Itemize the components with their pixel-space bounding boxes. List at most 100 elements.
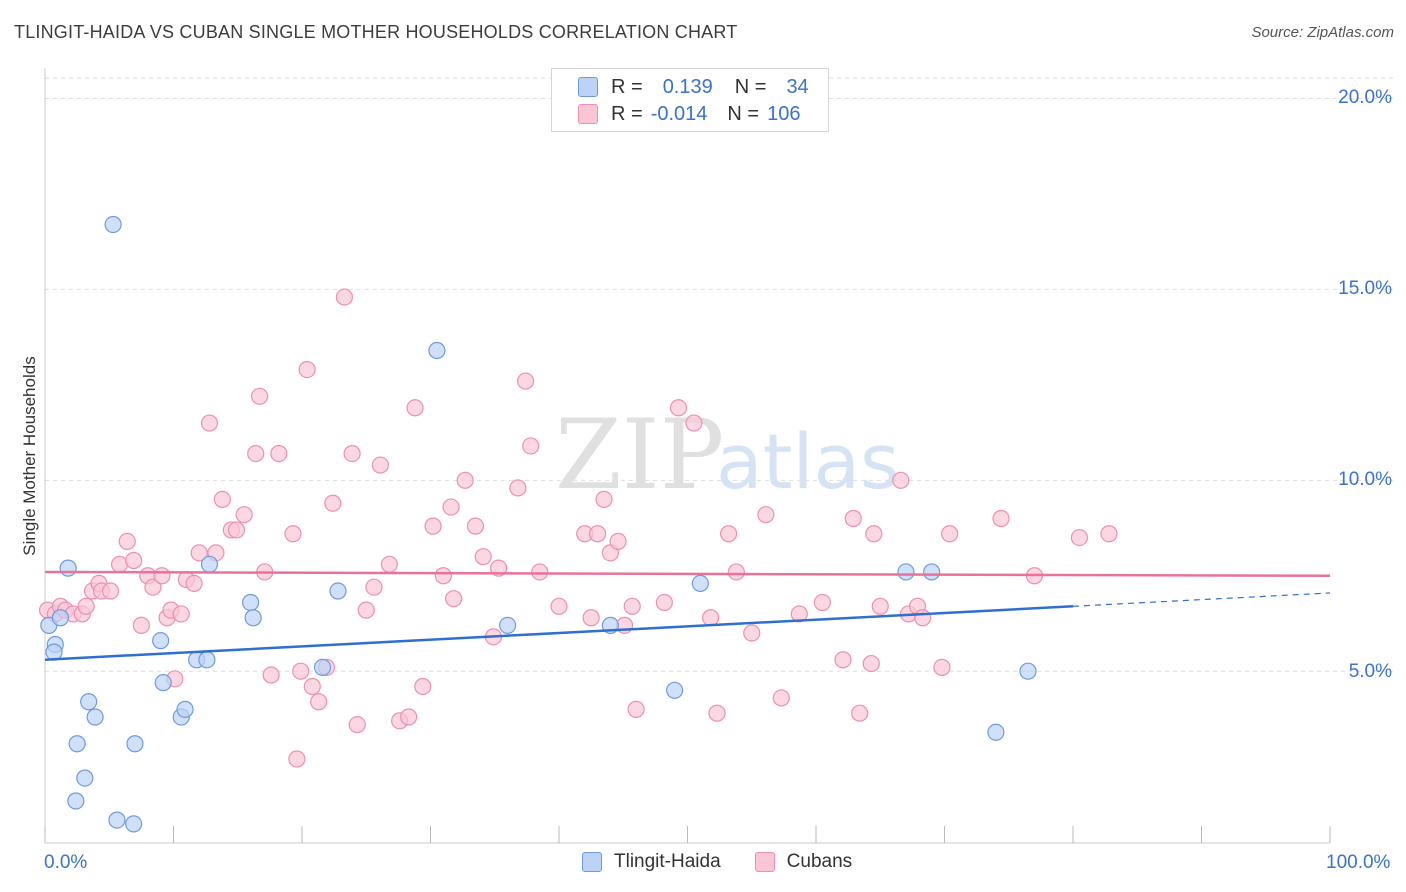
cubans-point [125,551,143,570]
n-value: 34 [786,75,809,98]
tlingit-haida-point [45,643,63,661]
legend-item-label: Tlingit-Haida [614,851,721,872]
tlingit-haida-point [80,693,98,711]
cubans-point [516,372,535,390]
n-label: N = [734,75,767,98]
tlingit-haida-point [67,792,85,810]
tlingit-haida-point [666,681,684,699]
cubans-point [772,689,790,707]
cubans-point [1070,528,1089,547]
cubans-point [213,490,231,509]
tlingit-haida-point [154,674,172,692]
tlingit-haida-point [125,815,143,833]
pink-swatch [578,104,598,124]
cubans-point [250,387,269,405]
y-tick-label: 5.0% [1348,661,1392,682]
tlingit-haida-point [242,593,260,612]
cubans-point [466,517,485,535]
cubans-point [743,624,761,642]
cubans-point [406,399,424,417]
cubans-point [941,525,959,543]
cubans-point [185,574,203,592]
tlingit-haida-point [59,559,77,577]
cubans-point [292,662,310,680]
watermark-zip: ZIP [555,399,724,511]
series-legend: Tlingit-Haida Cubans [582,851,886,873]
tlingit-haida-point [126,735,144,753]
y-tick-label: 10.0% [1338,469,1392,490]
cubans-point [522,437,540,455]
cubans-point [834,651,852,669]
tlingit-haida-point [152,632,170,650]
cubans-point [627,700,645,718]
cubans-point [144,578,162,596]
cubans-point [235,506,253,524]
n-value: 106 [767,102,801,125]
watermark-atlas: atlas [716,417,900,506]
cubans-point [655,593,673,612]
cubans-point [424,517,442,535]
cubans-point [595,490,613,509]
cubans-point [262,666,280,684]
tlingit-haida-point [1019,662,1037,680]
cubans-point [550,597,568,615]
cubans-point [702,609,720,627]
cubans-point [720,525,738,543]
r-value: -0.014 [650,102,708,125]
n-label: N = [727,102,760,125]
y-tick-label: 15.0% [1338,278,1392,299]
r-label: R = [611,75,643,98]
cubans-point [445,590,463,608]
cubans-point [892,471,910,489]
tlingit-haida-point [51,609,70,627]
cubans-point [442,498,460,516]
cubans-point [303,677,321,696]
pink-swatch [754,852,775,872]
legend-item-tlingit-haida[interactable]: Tlingit-Haida [582,851,721,873]
tlingit-haida-point [198,651,216,669]
tlingit-haida-points [40,215,1037,833]
cubans-point [933,658,951,676]
cubans-point [298,361,316,379]
y-axis-label: Single Mother Households [20,356,39,556]
cubans-point [582,609,600,627]
cubans-point [172,605,190,623]
tlingit-haida-point [176,700,194,718]
tlingit-haida-trend-extension [1072,592,1331,607]
cubans-point [77,597,95,615]
tlingit-haida-point [691,574,709,592]
cubans-point [288,750,306,768]
cubans-points [38,288,1118,768]
cubans-point [324,494,342,512]
cubans-point [365,578,383,596]
axis-layer [44,68,1331,844]
tlingit-haida-point [987,723,1005,741]
tlingit-haida-point [104,215,122,234]
x-tick-label: 100.0% [1326,852,1391,873]
cubans-point [284,525,302,543]
cubans-point [190,544,208,562]
trend-lines [44,570,1331,661]
tlingit-haida-point [108,811,126,829]
cubans-point [509,479,527,497]
tlingit-haida-trend-line [44,605,1074,661]
tlingit-haida-point [313,658,332,676]
cubans-point [474,548,492,566]
blue-swatch [582,852,602,872]
cubans-point [790,605,808,623]
cubans-point [200,414,219,432]
cubans-point [348,716,366,734]
cubans-point [247,444,265,463]
cubans-point [992,509,1010,528]
cubans-point [132,616,150,634]
legend-item-cubans[interactable]: Cubans [754,851,852,873]
tlingit-haida-point [897,563,915,581]
grid-layer [45,77,1393,672]
cubans-point [865,525,883,543]
r-value: 0.139 [662,75,713,98]
tlingit-haida-point [68,735,86,753]
cubans-point [851,704,869,722]
x-tick-label: 0.0% [44,852,88,873]
legend-row-tlingit-haida: R = 0.139 N = 34 [552,74,809,100]
tlingit-haida-point [86,708,104,726]
